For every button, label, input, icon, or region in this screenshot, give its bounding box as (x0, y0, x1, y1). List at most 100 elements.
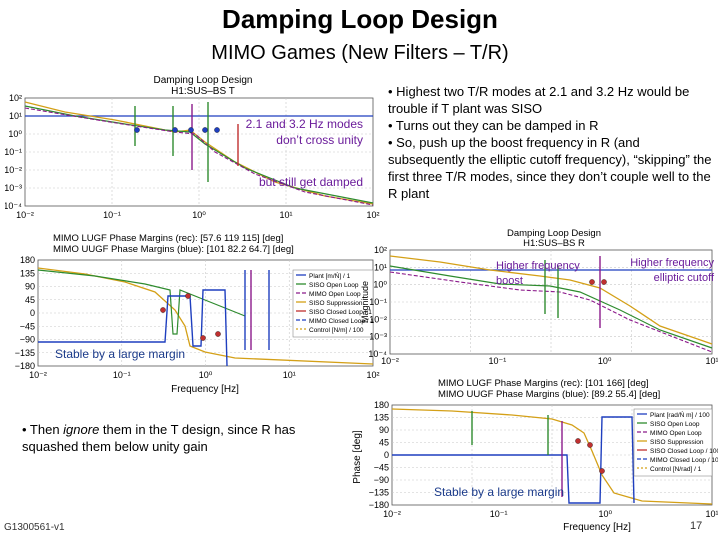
x-tick-label: 10² (366, 370, 379, 380)
bullet-3: • So, push up the boost frequency in R (… (388, 135, 712, 201)
legend-box (633, 408, 713, 477)
siso-open-phase-curve (37, 269, 246, 335)
ignore-note-prefix: • Then (22, 422, 64, 437)
r-mag-title-line2: H1:SUS–BS R (523, 238, 585, 249)
t-phase-y-ticks: 180 135 90 45 0 −45 −90 −135 −180 (15, 255, 35, 371)
t-phase-annotation: Stable by a large margin (55, 347, 185, 361)
plant-phase-curve (392, 416, 635, 504)
x-tick-label: 10¹ (705, 509, 718, 519)
y-tick-label: 10² (374, 245, 387, 255)
y-tick-label: 10⁻⁴ (5, 201, 22, 211)
y-tick-label: −135 (369, 488, 389, 498)
y-tick-label: −45 (374, 463, 389, 473)
mimo-open-loop-curve (389, 271, 713, 353)
r-phase-plot: MIMO LUGF Phase Margins (rec): [101 166]… (352, 378, 718, 533)
unity-crossing-marker (188, 127, 194, 133)
phase-margin-marker (160, 307, 166, 313)
y-tick-label: 10² (9, 93, 22, 103)
y-tick-label: 10⁻¹ (369, 297, 387, 307)
y-tick-label: 135 (374, 413, 389, 423)
t-mag-title-line2: H1:SUS–BS T (171, 86, 235, 97)
y-tick-label: 10⁻³ (5, 183, 22, 193)
unity-crossing-marker (601, 279, 607, 285)
r-mag-annotation-1: Higher frequency (496, 260, 580, 272)
phase-margin-marker (575, 438, 581, 444)
y-tick-label: −135 (15, 348, 35, 358)
x-tick-label: 10⁰ (192, 210, 206, 220)
legend-entry: MIMO Open Loop (650, 430, 702, 437)
y-tick-label: 45 (25, 295, 35, 305)
legend-entry: SISO Open Loop (309, 282, 359, 289)
control-phase-curve (391, 408, 713, 505)
x-tick-label: 10⁰ (599, 509, 613, 519)
x-tick-label: 10² (366, 210, 379, 220)
y-tick-label: −45 (20, 321, 35, 331)
y-tick-label: 10⁻² (5, 165, 22, 175)
r-mag-title-line1: Damping Loop Design (507, 228, 601, 239)
siso-suppression-curve (389, 255, 713, 345)
plant-phase-curve (38, 289, 228, 367)
ignore-note-emphasis: ignore (63, 422, 100, 437)
t-mag-y-ticks: 10² 10¹ 10⁰ 10⁻¹ 10⁻² 10⁻³ 10⁻⁴ (5, 93, 22, 211)
r-phase-curves (391, 408, 713, 505)
legend-entry: MIMO Closed Loop / 1 (309, 318, 374, 325)
r-phase-y-ticks: 180 135 90 45 0 −45 −90 −135 −180 (369, 400, 389, 510)
siso-open-loop-curve (389, 265, 713, 349)
ignore-note: • Then ignore them in the T design, sinc… (22, 421, 347, 455)
x-tick-label: 10⁻¹ (488, 356, 506, 366)
y-tick-label: 90 (379, 425, 389, 435)
t-phase-x-ticks: 10⁻² 10⁻¹ 10⁰ 10¹ 10² (29, 370, 379, 380)
t-mag-curves (24, 101, 374, 206)
legend-box (292, 269, 374, 338)
unity-crossing-marker (202, 127, 208, 133)
y-tick-label: 0 (30, 308, 35, 318)
x-tick-label: 10⁻¹ (113, 370, 131, 380)
t-phase-legend: Plant [m/Ń] / 1 SISO Open Loop MIMO Open L… (292, 269, 374, 338)
t-mag-annotation-2: don’t cross unity (276, 133, 363, 147)
y-tick-label: 0 (384, 450, 389, 460)
x-tick-label: 10¹ (283, 370, 296, 380)
ignore-note-suffix: them in the T design, since R has squash… (22, 422, 296, 454)
phase-margin-marker (200, 335, 206, 341)
y-tick-label: 10¹ (374, 262, 387, 272)
unity-crossing-marker (589, 279, 595, 285)
legend-entry: SISO Open Loop (650, 421, 700, 428)
r-phase-ylabel: Phase [deg] (352, 430, 363, 484)
y-tick-label: −180 (15, 361, 35, 371)
x-tick-label: 10⁻² (383, 509, 401, 519)
r-mag-ylabel: Magnitude (360, 281, 370, 323)
document-id: G1300561-v1 (4, 522, 65, 533)
legend-entry: MIMO Open Loop (309, 291, 361, 298)
y-tick-label: −180 (369, 500, 389, 510)
y-tick-label: 180 (20, 255, 35, 265)
t-mag-title-line1: Damping Loop Design (154, 75, 253, 86)
y-tick-label: 10¹ (9, 111, 22, 121)
t-phase-curves (37, 267, 374, 367)
r-phase-xlabel: Frequency [Hz] (563, 522, 631, 533)
bullet-list: • Highest two T/R modes at 2.1 and 3.2 H… (388, 83, 713, 202)
x-tick-label: 10⁻¹ (490, 509, 508, 519)
unity-crossing-marker (214, 127, 220, 133)
legend-entry: SISO Suppression (309, 300, 363, 307)
bullet-2: • Turns out they can be damped in R (388, 118, 599, 133)
slide-subtitle: MIMO Games (New Filters – T/R) (211, 42, 509, 64)
r-mag-x-ticks: 10⁻² 10⁻¹ 10⁰ 10¹ (381, 356, 718, 366)
legend-entry: SISO Suppression (650, 439, 704, 446)
t-mag-x-ticks: 10⁻² 10⁻¹ 10⁰ 10¹ 10² (16, 210, 379, 220)
r-mag-y-ticks: 10² 10¹ 10⁰ 10⁻¹ 10⁻² 10⁻³ 10⁻⁴ (368, 245, 387, 359)
t-magnitude-plot: Damping Loop Design H1:SUS–BS T 10² 10¹ 10… (5, 75, 380, 220)
phase-margin-marker (185, 293, 191, 299)
phase-margin-marker (587, 442, 593, 448)
r-mag-annotation-2: boost (496, 275, 523, 287)
legend-entry: MIMO Closed Loop / 100 (650, 457, 718, 464)
y-tick-label: 135 (20, 268, 35, 278)
x-tick-label: 10⁻² (381, 356, 399, 366)
y-tick-label: 90 (25, 282, 35, 292)
x-tick-label: 10⁻² (16, 210, 34, 220)
t-mag-annotation-1: 2.1 and 3.2 Hz modes (246, 117, 363, 131)
r-magnitude-plot: Damping Loop Design H1:SUS–BS R 10² 10¹ 10… (360, 228, 718, 366)
r-phase-x-ticks: 10⁻² 10⁻¹ 10⁰ 10¹ (383, 509, 718, 519)
t-phase-margins-line1: MIMO LUGF Phase Margins (rec): [57.6 119… (53, 233, 283, 244)
legend-entry: Plant [rad/Ń m] / 100 (650, 410, 710, 419)
x-tick-label: 10⁻² (29, 370, 47, 380)
